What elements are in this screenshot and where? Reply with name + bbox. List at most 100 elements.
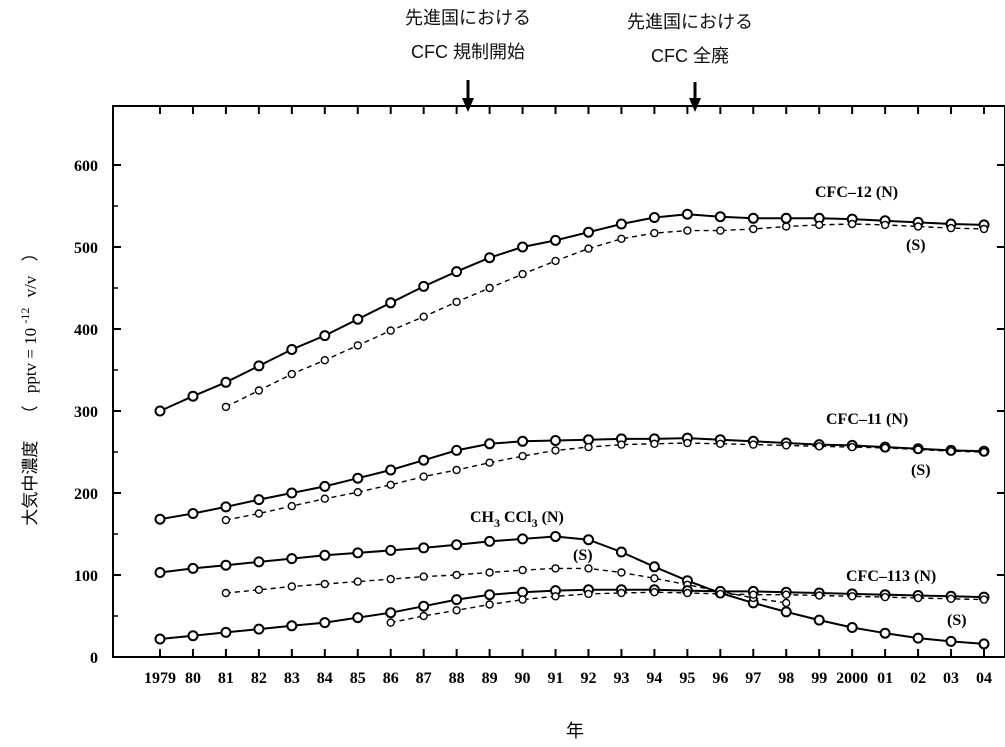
data-point-cfc11_s — [683, 438, 692, 448]
x-tick-label: 83 — [284, 670, 300, 687]
ch3ccl3-subscript-2: 3 — [532, 516, 538, 530]
data-point-ch3ccl3_s — [782, 598, 791, 608]
data-point-cfc11_n — [550, 435, 561, 446]
data-point-cfc11_n — [418, 454, 430, 466]
down-arrow-icon — [689, 82, 701, 112]
data-point-cfc12_n — [319, 330, 331, 342]
data-point-cfc11_s — [848, 442, 857, 452]
y-axis-title-unit: pptv = 10 — [21, 328, 40, 393]
data-point-cfc11_s — [518, 451, 527, 461]
data-point-cfc11_s — [452, 465, 461, 475]
data-point-cfc12_s — [287, 369, 296, 379]
data-point-ch3ccl3_n — [846, 622, 858, 633]
data-point-cfc113_n — [451, 594, 463, 606]
data-point-cfc12_n — [187, 390, 199, 402]
data-point-ch3ccl3_n — [484, 535, 496, 547]
data-point-ch3ccl3_s — [419, 572, 428, 581]
data-point-ch3ccl3_s — [452, 570, 461, 580]
y-tick-label: 100 — [74, 568, 98, 585]
series-line-cfc12_n — [159, 213, 985, 412]
ch3ccl3-part-a: CH — [470, 509, 495, 526]
data-point-cfc11_s — [617, 440, 626, 449]
data-point-cfc113_s — [848, 592, 857, 601]
data-point-cfc113_n — [220, 626, 232, 638]
data-point-cfc12_n — [714, 211, 726, 223]
data-point-ch3ccl3_s — [221, 588, 231, 598]
down-arrow-icon — [462, 80, 474, 112]
data-point-cfc113_n — [484, 589, 496, 601]
y-tick-label: 600 — [74, 158, 98, 175]
data-point-cfc113_n — [517, 586, 529, 598]
series-layer — [154, 208, 990, 650]
ch3ccl3-subscript-1: 3 — [494, 516, 500, 530]
data-point-cfc113_s — [650, 588, 659, 597]
data-point-ch3ccl3_n — [550, 531, 561, 542]
data-point-cfc11_n — [220, 501, 232, 513]
data-point-cfc113_n — [418, 600, 430, 612]
data-point-cfc113_s — [518, 595, 527, 604]
data-point-ch3ccl3_s — [518, 565, 527, 575]
annotation-phaseout-line2: CFC 全廃 — [651, 46, 729, 66]
x-tick-label: 94 — [646, 670, 662, 687]
data-point-cfc11_n — [451, 444, 463, 456]
data-point-cfc12_n — [154, 405, 166, 417]
x-tick-label: 89 — [482, 670, 498, 687]
data-point-cfc12_s — [320, 356, 329, 365]
data-point-cfc12_s — [650, 228, 659, 238]
y-tick-label: 300 — [74, 404, 98, 421]
data-point-cfc113_s — [551, 592, 560, 601]
data-point-cfc12_s — [386, 326, 395, 335]
data-point-cfc11_n — [253, 494, 265, 506]
data-point-ch3ccl3_s — [320, 579, 329, 589]
series-line-cfc11_n — [159, 437, 985, 521]
data-point-cfc11_s — [880, 443, 890, 453]
y-tick-label: 400 — [74, 322, 98, 339]
data-point-ch3ccl3_s — [287, 582, 296, 591]
data-point-cfc113_s — [815, 591, 824, 600]
series-line-cfc12_s — [225, 223, 985, 408]
data-point-cfc113_s — [979, 595, 989, 604]
data-point-cfc12_s — [913, 222, 923, 231]
series-label-cfc11-s: (S) — [911, 462, 931, 479]
series-line-cfc11_s — [225, 442, 985, 521]
x-tick-label: 91 — [548, 670, 564, 687]
data-point-cfc11_n — [154, 513, 166, 525]
y-axis: 0 100 200 300 400 500 600 — [74, 158, 1005, 667]
x-tick-label: 03 — [943, 670, 959, 687]
data-point-cfc12_s — [979, 224, 989, 234]
data-point-cfc11_s — [749, 440, 758, 449]
annotation-phaseout: 先進国における CFC 全廃 — [627, 12, 753, 112]
x-tick-label: 97 — [745, 670, 761, 687]
series-label-cfc12-n: CFC–12 (N) — [815, 184, 898, 201]
data-point-cfc11_s — [320, 494, 329, 503]
data-point-ch3ccl3_n — [319, 549, 331, 561]
y-tick-label: 200 — [74, 486, 98, 503]
data-point-cfc12_n — [648, 212, 660, 223]
data-point-cfc12_n — [484, 252, 496, 264]
data-point-cfc12_n — [451, 266, 463, 278]
data-point-cfc113_n — [352, 612, 364, 624]
data-point-cfc113_n — [286, 620, 298, 632]
data-point-ch3ccl3_n — [352, 547, 364, 559]
x-tick-label: 93 — [613, 670, 629, 687]
data-point-cfc113_s — [386, 618, 395, 627]
data-point-ch3ccl3_n — [418, 542, 430, 554]
x-tick-label: 87 — [416, 670, 432, 687]
data-point-ch3ccl3_n — [253, 556, 265, 568]
data-point-cfc113_s — [782, 590, 791, 599]
data-point-cfc12_s — [683, 226, 692, 235]
series-label-cfc113-n: CFC–113 (N) — [846, 568, 936, 585]
data-point-ch3ccl3_n — [813, 614, 825, 626]
data-point-cfc12_n — [615, 218, 627, 230]
data-point-cfc11_n — [385, 464, 397, 476]
x-axis-title: 年 — [566, 721, 584, 741]
data-point-cfc113_n — [385, 607, 397, 619]
data-point-cfc12_s — [584, 244, 593, 253]
data-point-ch3ccl3_n — [978, 638, 990, 650]
x-tick-label: 82 — [251, 670, 267, 687]
data-point-cfc12_n — [352, 313, 364, 325]
data-point-ch3ccl3_n — [286, 553, 298, 565]
x-tick-label: 86 — [383, 670, 399, 687]
data-point-ch3ccl3_s — [254, 585, 264, 594]
y-axis-title-unit-tail: v/v — [21, 275, 40, 297]
